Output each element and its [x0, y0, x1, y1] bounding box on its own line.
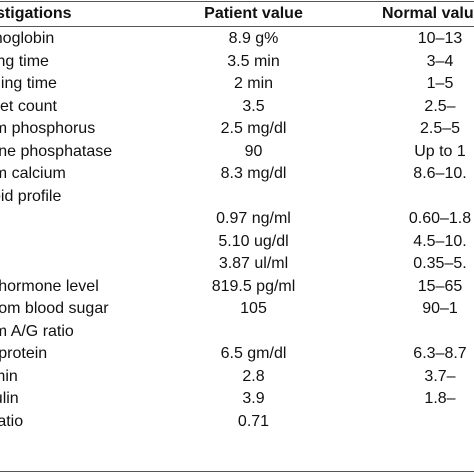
patient-value: 90 — [244, 142, 263, 160]
table-row: Total protein 6.5 gm/dl 6.3–8.7 — [0, 343, 474, 366]
header-investigations: Investigations — [0, 5, 72, 22]
normal-value: 6.3–8.7 — [413, 345, 467, 362]
normal-value: 15–65 — [417, 277, 463, 295]
header-patient-value: Patient value — [204, 5, 303, 22]
patient-value: 3.5 min — [227, 52, 280, 70]
table-row: Thyroid profile — [0, 186, 474, 209]
investigation-name: Thyroid profile — [0, 187, 62, 205]
normal-value: 4.5–10. — [413, 232, 467, 250]
table-row: 0.97 ng/ml 0.60–1.8 — [0, 208, 474, 231]
header-rule — [0, 26, 474, 27]
table-bottom-rule — [0, 471, 474, 472]
normal-value: 3–4 — [426, 52, 454, 70]
investigation-name: Clotting time — [0, 52, 49, 70]
normal-value: 0.60–1.8 — [408, 210, 472, 227]
patient-value: 8.9 g% — [228, 30, 279, 47]
normal-value: 90–1 — [422, 300, 458, 317]
normal-value: Up to 1 — [414, 142, 466, 160]
table-row: Alkaline phosphatase 90 Up to 1 — [0, 141, 474, 164]
patient-value: 5.10 ug/dl — [218, 232, 289, 250]
investigation-name: Total protein — [0, 345, 48, 362]
normal-value: 3.7– — [424, 367, 456, 385]
table-row: 3.87 ul/ml 0.35–5. — [0, 253, 474, 276]
normal-value: 1–5 — [426, 75, 454, 92]
header-normal-value: Normal value — [382, 5, 474, 22]
patient-value: 6.5 gm/dl — [220, 345, 287, 362]
investigation-name: Albumin — [0, 367, 18, 385]
table-row: Albumin 2.8 3.7– — [0, 366, 474, 389]
patient-value: 3.9 — [242, 390, 265, 407]
table-top-rule — [0, 1, 474, 2]
table-row: Clotting time 3.5 min 3–4 — [0, 51, 474, 74]
patient-value: 105 — [240, 300, 267, 317]
investigation-name: Haemoglobin — [0, 30, 55, 47]
investigation-name: A/G ratio — [0, 412, 24, 430]
patient-value: 2.8 — [242, 367, 265, 385]
table-row: 5.10 ug/dl 4.5–10. — [0, 231, 474, 254]
patient-value: 0.71 — [237, 412, 270, 430]
table-body: Haemoglobin 8.9 g% 10–13 Clotting time 3… — [0, 28, 474, 433]
patient-value: 3.5 — [242, 97, 265, 115]
investigation-name: Platelet count — [0, 97, 57, 115]
investigation-name: Serum phosphorus — [0, 120, 96, 137]
investigation-name: Random blood sugar — [0, 300, 109, 317]
patient-value: 0.97 ng/ml — [216, 210, 291, 227]
normal-value: 1.8– — [424, 390, 456, 407]
table-row: Globulin 3.9 1.8– — [0, 388, 474, 411]
investigation-name: Serum calcium — [0, 165, 66, 182]
investigation-name: Bleeding time — [0, 75, 57, 92]
normal-value: 0.35–5. — [413, 255, 467, 272]
patient-value: 819.5 pg/ml — [211, 277, 296, 295]
investigation-name: Globulin — [0, 390, 19, 407]
table-row: A/G ratio 0.71 — [0, 411, 474, 434]
table-row: Serum calcium 8.3 mg/dl 8.6–10. — [0, 163, 474, 186]
patient-value: 2 min — [233, 75, 274, 92]
patient-value: 8.3 mg/dl — [220, 165, 287, 182]
table-row: Platelet count 3.5 2.5– — [0, 96, 474, 119]
investigation-name: Serum A/G ratio — [0, 322, 74, 340]
investigation-name: Parathormone level — [0, 277, 99, 295]
patient-value: 2.5 mg/dl — [220, 120, 287, 137]
normal-value: 10–13 — [417, 30, 463, 47]
table-row: Parathormone level 819.5 pg/ml 15–65 — [0, 276, 474, 299]
table-row: Serum phosphorus 2.5 mg/dl 2.5–5 — [0, 118, 474, 141]
table-row: Random blood sugar 105 90–1 — [0, 298, 474, 321]
normal-value: 2.5– — [424, 97, 456, 115]
table-row: Serum A/G ratio — [0, 321, 474, 344]
table-row: Bleeding time 2 min 1–5 — [0, 73, 474, 96]
investigation-name: Alkaline phosphatase — [0, 142, 113, 160]
normal-value: 2.5–5 — [419, 120, 461, 137]
table-row: Haemoglobin 8.9 g% 10–13 — [0, 28, 474, 51]
normal-value: 8.6–10. — [413, 165, 467, 182]
patient-value: 3.87 ul/ml — [218, 255, 289, 272]
